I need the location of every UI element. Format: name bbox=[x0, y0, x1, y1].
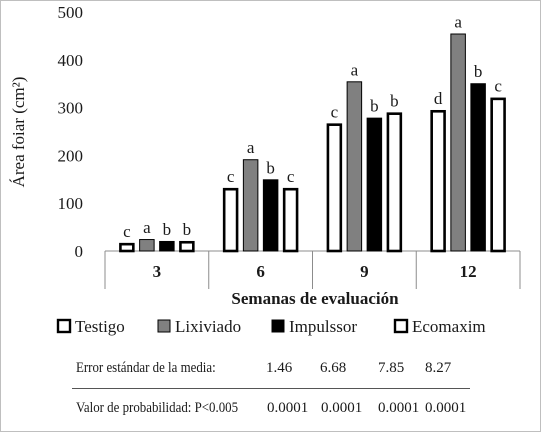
significance-letter: a bbox=[351, 60, 359, 79]
standard-error-value: 7.85 bbox=[378, 360, 405, 376]
y-tick-label: 300 bbox=[58, 99, 84, 118]
x-tick-label: 6 bbox=[256, 262, 265, 281]
y-tick-label: 100 bbox=[58, 194, 84, 213]
significance-letter: c bbox=[123, 222, 131, 241]
significance-letter: b bbox=[183, 220, 192, 239]
y-tick-label: 200 bbox=[58, 146, 84, 165]
probability-label: Valor de probabilidad: P<0.005 bbox=[76, 400, 239, 416]
probability-value: 0.0001 bbox=[267, 400, 309, 416]
bar bbox=[326, 123, 343, 253]
bar bbox=[179, 240, 195, 253]
legend-label: Impulssor bbox=[289, 317, 357, 336]
table-divider bbox=[72, 388, 470, 389]
significance-letter: b bbox=[474, 62, 483, 81]
bar bbox=[490, 97, 506, 253]
legend-label: Testigo bbox=[75, 317, 125, 336]
significance-letter: c bbox=[287, 167, 295, 186]
significance-letter: b bbox=[163, 220, 172, 239]
bar bbox=[242, 159, 259, 252]
legend-swatch bbox=[393, 318, 409, 334]
significance-letter: b bbox=[370, 97, 379, 116]
bar bbox=[450, 33, 466, 252]
significance-letter: a bbox=[454, 13, 462, 32]
bar bbox=[139, 239, 155, 252]
bars bbox=[119, 33, 506, 253]
bar bbox=[386, 112, 403, 253]
significance-letter: c bbox=[227, 167, 235, 186]
standard-error-value: 6.68 bbox=[320, 360, 347, 376]
significance-letter: d bbox=[434, 89, 443, 108]
bar bbox=[262, 179, 279, 252]
standard-error-value: 8.27 bbox=[425, 360, 452, 376]
probability-value: 0.0001 bbox=[425, 400, 467, 416]
significance-letter: c bbox=[494, 77, 502, 96]
y-tick-label: 500 bbox=[58, 3, 84, 22]
legend-swatch bbox=[157, 319, 171, 333]
bar bbox=[119, 242, 135, 253]
significance-letter: b bbox=[390, 91, 399, 110]
bar bbox=[346, 81, 363, 252]
bar bbox=[282, 187, 299, 253]
legend-label: Lixiviado bbox=[175, 317, 241, 336]
x-tick-label: 3 bbox=[153, 262, 162, 281]
y-tick-label: 400 bbox=[58, 51, 84, 70]
significance-letter: a bbox=[143, 218, 151, 237]
y-axis: 0 100 200 300 400 500 bbox=[58, 3, 84, 261]
legend-swatch bbox=[56, 318, 72, 334]
bar bbox=[430, 109, 446, 253]
legend: Testigo Lixiviado Impulssor Ecomaxim bbox=[56, 317, 486, 336]
bar bbox=[366, 117, 383, 252]
probability-value: 0.0001 bbox=[321, 400, 363, 416]
bar bbox=[159, 240, 175, 252]
significance-letter: c bbox=[331, 102, 339, 121]
y-tick-label: 0 bbox=[75, 242, 84, 261]
standard-error-value: 1.46 bbox=[266, 360, 293, 376]
significance-letter: b bbox=[266, 158, 275, 177]
x-axis-title: Semanas de evaluación bbox=[231, 289, 399, 308]
y-axis-title: Área foiar (cm²) bbox=[9, 77, 28, 188]
legend-label: Ecomaxim bbox=[412, 317, 486, 336]
probability-value: 0.0001 bbox=[378, 400, 420, 416]
significance-letter: a bbox=[247, 138, 255, 157]
x-tick-label: 12 bbox=[460, 262, 477, 281]
legend-swatch bbox=[271, 319, 285, 333]
x-axis: 3 6 9 12 bbox=[104, 250, 521, 289]
standard-error-label: Error estándar de la media: bbox=[76, 360, 216, 376]
bar bbox=[470, 83, 486, 252]
x-tick-label: 9 bbox=[360, 262, 369, 281]
bar bbox=[222, 187, 239, 253]
